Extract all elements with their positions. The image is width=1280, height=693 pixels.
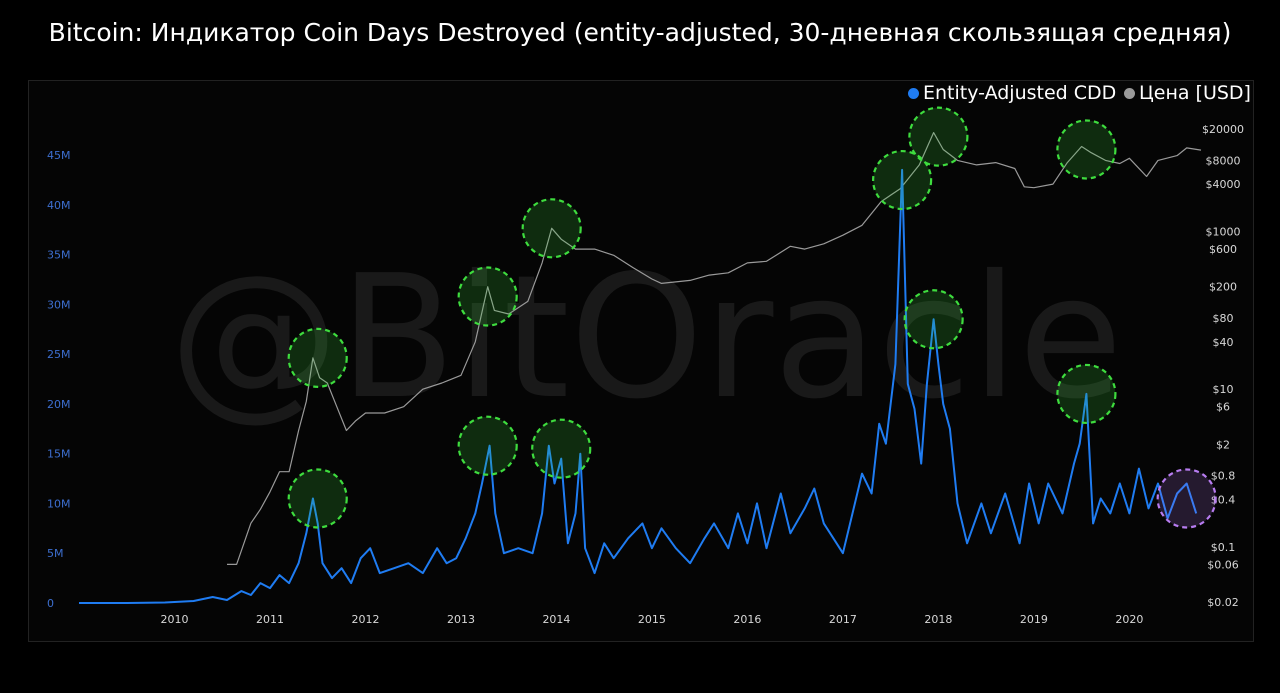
highlight-circle <box>1156 468 1217 529</box>
highlight-circle <box>1056 119 1117 180</box>
y-right-tick-label: $0.06 <box>1207 558 1239 571</box>
chart-title: Bitcoin: Индикатор Coin Days Destroyed (… <box>48 18 1232 47</box>
highlight-circle <box>287 468 348 529</box>
highlight-circle <box>1056 363 1117 425</box>
watermark: @BitOracle <box>169 239 1123 437</box>
highlight-circle <box>521 198 582 259</box>
x-tick-label: 2018 <box>924 613 952 626</box>
x-tick-label: 2014 <box>542 613 570 626</box>
highlight-circle <box>287 327 348 388</box>
y-right-tick-label: $1000 <box>1206 226 1241 239</box>
y-right-tick-label: $20000 <box>1202 123 1244 136</box>
y-left-tick-label: 35M <box>47 249 71 262</box>
y-left-tick-label: 25M <box>47 348 71 361</box>
y-left-tick-label: 5M <box>47 547 64 560</box>
legend-price-swatch <box>1124 87 1135 99</box>
legend-cdd-swatch <box>908 87 919 99</box>
highlight-circle <box>908 106 969 167</box>
chart-panel: @BitOracle 0 5M 10M 15M 20M 25M 30M 35M 40M 45M $… <box>28 80 1254 642</box>
y-left-tick-label: 15M <box>47 448 71 461</box>
legend-cdd-label: Entity-Adjusted CDD <box>923 82 1117 104</box>
x-tick-label: 2020 <box>1115 613 1143 626</box>
x-tick-label: 2013 <box>447 613 475 626</box>
x-tick-label: 2012 <box>351 613 379 626</box>
y-left-tick-label: 45M <box>47 149 71 162</box>
highlight-circle <box>872 149 933 211</box>
y-right-tick-label: $0.02 <box>1207 596 1239 609</box>
y-right-tick-label: $0.1 <box>1211 541 1236 554</box>
y-left-tick-label: 40M <box>47 199 71 212</box>
x-tick-label: 2017 <box>829 613 857 626</box>
legend-price-label: Цена [USD] <box>1139 82 1251 104</box>
y-right-tick-label: $600 <box>1209 243 1237 256</box>
y-right-tick-label: $0.8 <box>1211 470 1236 483</box>
y-right-tick-label: $2 <box>1216 438 1230 451</box>
y-left-tick-label: 0 <box>47 597 54 610</box>
cdd-series-line <box>79 168 1198 604</box>
y-right-tick-label: $4000 <box>1206 178 1241 191</box>
highlight-circle <box>903 289 964 350</box>
y-left-tick-label: 30M <box>47 298 71 311</box>
x-tick-label: 2011 <box>256 613 284 626</box>
y-right-tick-label: $10 <box>1213 383 1234 396</box>
chart-plot: @BitOracle 0 5M 10M 15M 20M 25M 30M 35M 40M 45M $… <box>47 106 1244 626</box>
y-right-tick-label: $40 <box>1213 336 1234 349</box>
x-tick-label: 2010 <box>160 613 188 626</box>
highlight-circle <box>457 415 518 476</box>
y-right-tick-label: $6 <box>1216 401 1230 414</box>
y-right-tick-label: $8000 <box>1206 154 1241 167</box>
legend-entity-cdd: Entity-Adjusted CDD <box>908 82 1116 104</box>
x-tick-label: 2019 <box>1020 613 1048 626</box>
y-right-tick-label: $0.4 <box>1211 493 1236 506</box>
x-tick-label: 2016 <box>733 613 761 626</box>
y-right-tick-label: $80 <box>1213 312 1234 325</box>
highlight-circle <box>531 418 592 479</box>
y-right-tick-label: $200 <box>1209 281 1237 294</box>
y-left-tick-label: 10M <box>47 497 71 510</box>
highlight-circle <box>457 266 518 327</box>
y-left-tick-label: 20M <box>47 398 71 411</box>
price-series-line <box>227 132 1202 565</box>
x-tick-label: 2015 <box>638 613 666 626</box>
legend-price: Цена [USD] <box>1124 82 1251 104</box>
